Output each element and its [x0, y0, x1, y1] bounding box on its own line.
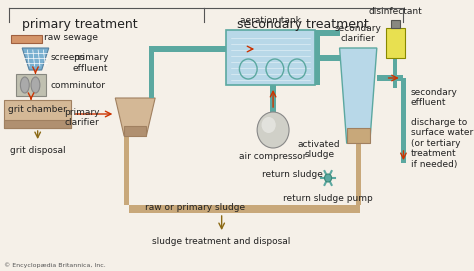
- Polygon shape: [115, 98, 155, 136]
- FancyBboxPatch shape: [226, 30, 315, 85]
- Circle shape: [325, 174, 332, 182]
- Text: © Encyclopædia Britannica, Inc.: © Encyclopædia Britannica, Inc.: [4, 262, 106, 268]
- Polygon shape: [346, 128, 370, 143]
- Text: secondary
effluent: secondary effluent: [410, 88, 457, 107]
- FancyBboxPatch shape: [377, 75, 403, 81]
- Text: discharge to
surface water
(or tertiary
treatment
if needed): discharge to surface water (or tertiary …: [410, 118, 473, 169]
- FancyBboxPatch shape: [315, 30, 339, 36]
- Ellipse shape: [31, 77, 40, 93]
- FancyBboxPatch shape: [4, 100, 71, 128]
- Polygon shape: [124, 126, 146, 136]
- Circle shape: [257, 112, 289, 148]
- Text: raw sewage: raw sewage: [45, 33, 98, 41]
- Text: raw or primary sludge: raw or primary sludge: [145, 204, 245, 212]
- FancyBboxPatch shape: [315, 54, 339, 60]
- FancyBboxPatch shape: [10, 35, 42, 43]
- Ellipse shape: [20, 77, 29, 93]
- FancyBboxPatch shape: [391, 20, 400, 28]
- FancyBboxPatch shape: [124, 136, 129, 205]
- FancyBboxPatch shape: [386, 28, 405, 58]
- Text: primary
clarifier: primary clarifier: [64, 108, 100, 127]
- Text: primary
effluent: primary effluent: [73, 53, 108, 73]
- Text: primary treatment: primary treatment: [22, 18, 137, 31]
- Text: air compressor: air compressor: [239, 152, 307, 161]
- Text: secondary
clarifier: secondary clarifier: [335, 24, 382, 43]
- Text: disinfectant: disinfectant: [369, 7, 422, 16]
- Text: return sludge pump: return sludge pump: [283, 194, 373, 203]
- Text: screens: screens: [51, 53, 85, 63]
- FancyBboxPatch shape: [4, 120, 71, 128]
- FancyBboxPatch shape: [16, 74, 46, 96]
- FancyBboxPatch shape: [129, 205, 360, 213]
- Text: comminutor: comminutor: [51, 80, 106, 89]
- Circle shape: [262, 117, 276, 133]
- FancyBboxPatch shape: [401, 78, 406, 163]
- Text: sludge treatment and disposal: sludge treatment and disposal: [153, 237, 291, 246]
- FancyBboxPatch shape: [356, 143, 361, 205]
- Text: grit chamber: grit chamber: [9, 105, 67, 115]
- FancyBboxPatch shape: [393, 58, 397, 88]
- Text: secondary treatment: secondary treatment: [237, 18, 369, 31]
- FancyBboxPatch shape: [135, 205, 356, 213]
- FancyBboxPatch shape: [315, 30, 320, 85]
- Text: grit disposal: grit disposal: [10, 146, 65, 155]
- FancyBboxPatch shape: [149, 46, 154, 98]
- Text: aeration tank: aeration tank: [240, 16, 301, 25]
- Polygon shape: [339, 48, 377, 143]
- Text: return sludge: return sludge: [262, 170, 323, 179]
- Polygon shape: [22, 48, 49, 70]
- Text: activated
sludge: activated sludge: [298, 140, 340, 159]
- FancyBboxPatch shape: [271, 85, 276, 112]
- FancyBboxPatch shape: [154, 46, 261, 52]
